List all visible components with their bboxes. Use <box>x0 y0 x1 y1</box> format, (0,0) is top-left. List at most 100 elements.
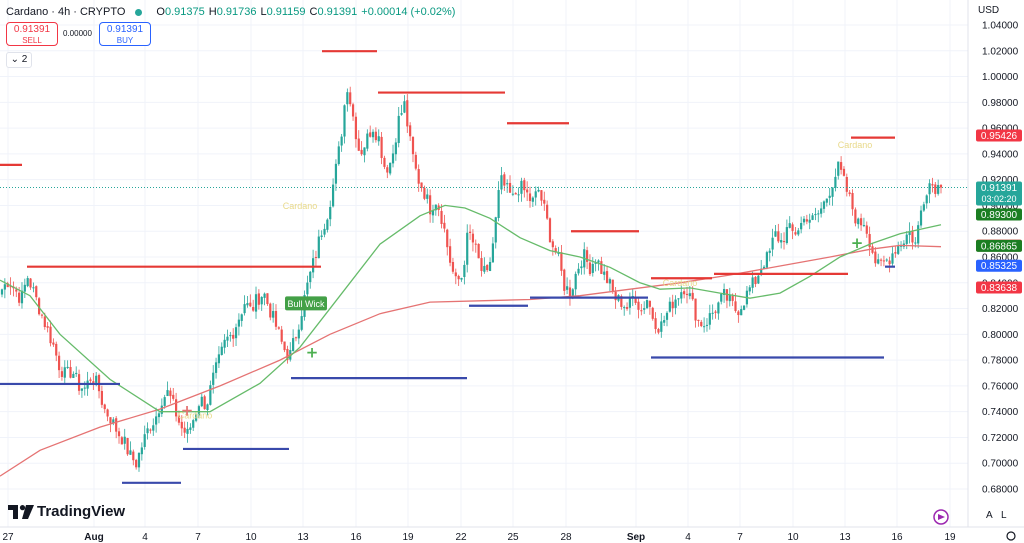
candle-body <box>605 271 609 283</box>
candle-down <box>725 288 729 309</box>
candle-up <box>246 295 249 308</box>
candle-down <box>440 204 443 229</box>
candle-up <box>788 216 791 229</box>
candle-up <box>899 241 903 252</box>
candle-up <box>300 307 303 332</box>
candle-up <box>237 313 240 336</box>
candle-up <box>75 366 78 377</box>
price-tick-label: 0.96000 <box>982 124 1019 135</box>
candle-body <box>109 417 112 424</box>
candle-up <box>326 218 329 233</box>
candle-body <box>817 213 820 215</box>
candle-down <box>697 319 700 327</box>
candle-body <box>360 149 363 155</box>
candle-up <box>837 161 840 180</box>
candle-up <box>822 200 826 213</box>
low-value: 0.91159 <box>266 6 306 18</box>
candle-body <box>311 258 315 273</box>
candle-up <box>828 188 831 206</box>
candle-body <box>234 327 238 339</box>
candle-body <box>625 307 629 309</box>
candle-body <box>329 206 332 220</box>
candle-up <box>329 200 332 227</box>
visibility-dot-icon[interactable] <box>135 8 143 16</box>
candle-body <box>371 131 375 138</box>
candle-body <box>260 297 263 305</box>
candle-up <box>206 403 209 416</box>
candle-up <box>537 186 540 193</box>
date-tick-label: 10 <box>787 532 799 543</box>
candle-down <box>420 182 423 192</box>
candle-body <box>20 290 24 304</box>
date-tick-label: 4 <box>142 532 148 543</box>
candle-down <box>269 302 272 321</box>
candle-down <box>115 416 118 439</box>
candle-body <box>874 251 877 264</box>
candle-up <box>463 260 466 285</box>
cross-marker: + <box>851 234 864 252</box>
candle-body <box>357 138 360 151</box>
candle-down <box>859 213 863 231</box>
candle-body <box>805 219 808 222</box>
candle-up <box>831 187 834 206</box>
candle-body <box>757 275 760 284</box>
candle-body <box>294 337 298 339</box>
candle-up <box>434 204 437 216</box>
bull-wick-label: Bull Wick <box>285 296 327 311</box>
candle-up <box>220 342 223 356</box>
candle-body <box>491 243 495 263</box>
currency-selector[interactable]: USD <box>978 5 1000 16</box>
candle-down <box>888 256 891 273</box>
candle-up <box>166 381 169 397</box>
candle-up <box>774 224 777 237</box>
candle-up <box>129 441 132 455</box>
candle-body <box>848 192 851 195</box>
settings-gear-icon <box>1006 531 1016 541</box>
candle-body <box>443 222 446 229</box>
replay-icon-play <box>938 514 945 520</box>
candle-up <box>320 230 323 241</box>
candle-down <box>737 310 740 323</box>
candle-down <box>175 392 178 422</box>
candle-body <box>254 294 258 312</box>
price-badge-bg <box>976 208 1022 221</box>
candle-body <box>266 293 269 304</box>
candle-up <box>272 302 275 323</box>
candle-body <box>15 289 18 292</box>
candle-down <box>894 246 897 258</box>
candle-body <box>63 367 66 378</box>
annotation-text: Cardano <box>838 140 873 150</box>
sell-button[interactable]: 0.91391 SELL <box>6 22 58 46</box>
price-tick-label: 0.78000 <box>982 356 1019 367</box>
candle-body <box>811 215 814 220</box>
price-badge-value: 0.86865 <box>981 241 1018 252</box>
candle-down <box>89 377 92 384</box>
candle-body <box>380 136 383 158</box>
candle-body <box>426 194 429 199</box>
candle-body <box>506 183 509 185</box>
buy-button[interactable]: 0.91391 BUY <box>99 22 151 46</box>
candle-up <box>123 428 126 450</box>
candle-down <box>640 303 643 316</box>
indicators-toggle-button[interactable]: ⌄ 2 <box>6 52 32 68</box>
candle-body <box>879 259 883 261</box>
high-value: 0.91736 <box>216 6 257 18</box>
candle-down <box>354 112 358 148</box>
replay-icon-ring <box>933 509 949 525</box>
candle-body <box>454 272 457 277</box>
candle-body <box>711 312 714 314</box>
candle-body <box>183 427 186 433</box>
log-scale-button[interactable]: L <box>1001 510 1007 521</box>
candle-down <box>654 312 657 334</box>
candle-up <box>163 394 166 409</box>
symbol-title[interactable]: Cardano · 4h · CRYPTO <box>6 6 126 18</box>
candle-body <box>55 343 58 356</box>
candle-body <box>851 193 854 210</box>
candle-up <box>594 259 597 272</box>
auto-scale-button[interactable]: A <box>986 510 993 521</box>
candle-up <box>340 133 343 152</box>
candle-body <box>66 366 69 369</box>
tradingview-logo[interactable]: TradingView <box>8 503 125 520</box>
